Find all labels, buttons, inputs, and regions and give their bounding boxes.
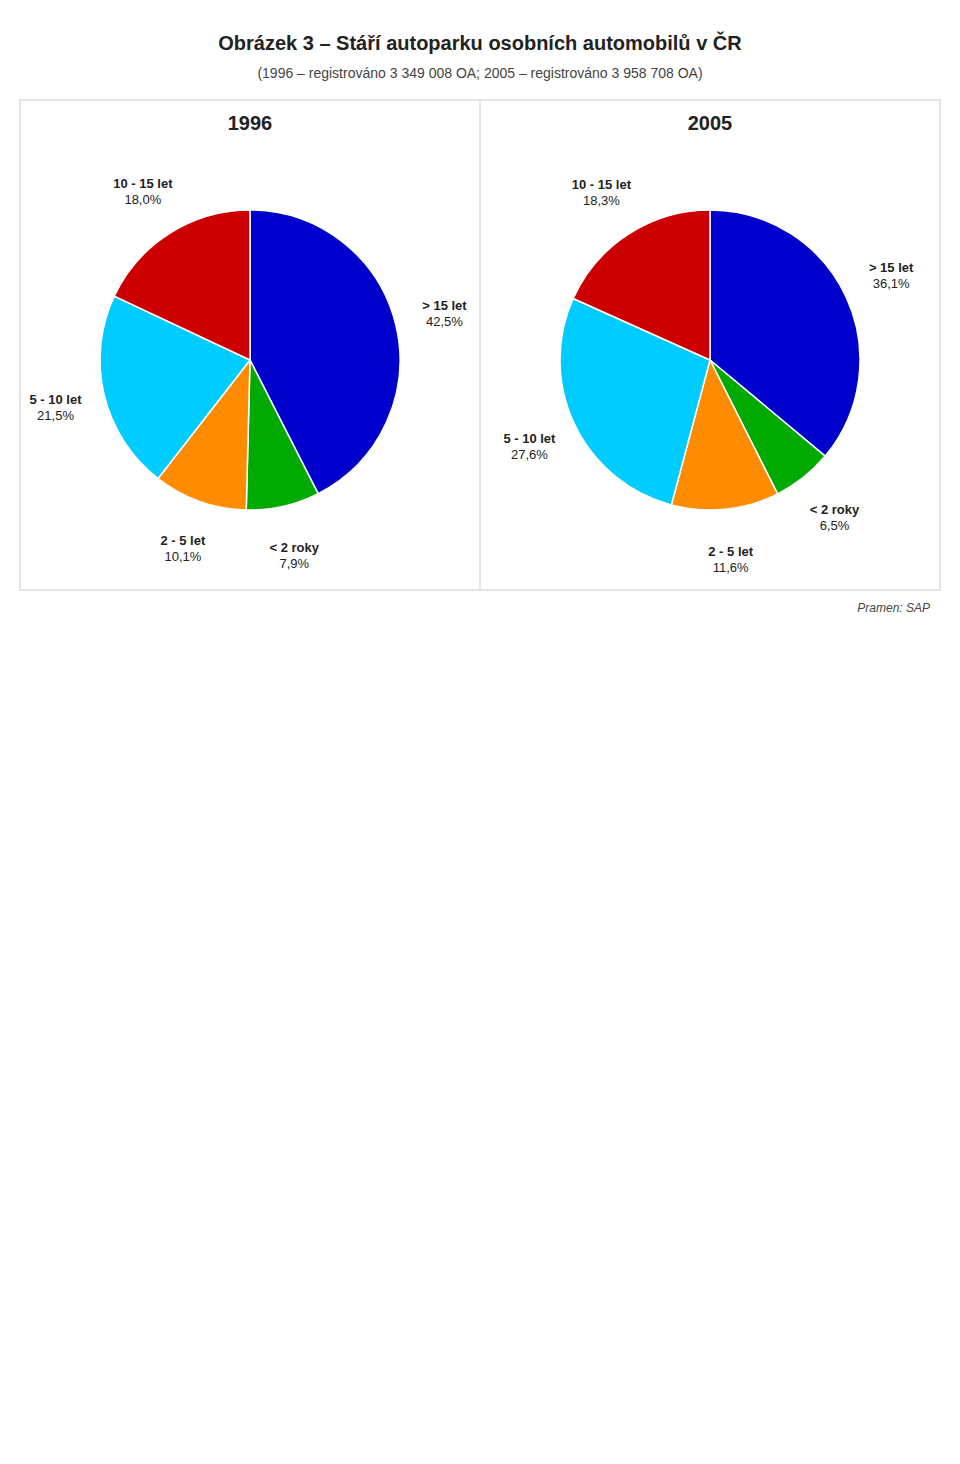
- slices: [100, 210, 400, 510]
- data-label-category: > 15 let: [869, 260, 914, 275]
- title: Obrázek 3 – Stáří autoparku osobních aut…: [218, 31, 742, 54]
- subtitle: (1996 – registrováno 3 349 008 OA; 2005 …: [257, 65, 702, 81]
- data-label-category: 2 - 5 let: [160, 533, 205, 548]
- data-label-value: 27,6%: [511, 447, 548, 462]
- pie-slice: [573, 210, 710, 360]
- data-label-value: 21,5%: [37, 408, 74, 423]
- pie-slice: [114, 210, 250, 360]
- data-label-category: 10 - 15 let: [572, 177, 632, 192]
- panel-frame: [20, 100, 940, 590]
- data-label-category: 5 - 10 let: [30, 392, 83, 407]
- data-label-category: 2 - 5 let: [708, 544, 753, 559]
- data-label-category: < 2 roky: [269, 540, 319, 555]
- data-label-value: 7,9%: [279, 556, 309, 571]
- data-label-category: 10 - 15 let: [113, 176, 173, 191]
- data-label-category: 5 - 10 let: [503, 431, 556, 446]
- pie-chart: 2005 > 15 let36,1% < 2 roky6,5% 2 - 5 let11…: [503, 112, 914, 575]
- pie-slice: [246, 360, 318, 510]
- data-label-value: 42,5%: [426, 314, 463, 329]
- data-label-category: < 2 roky: [810, 502, 860, 517]
- chart-title: 2005: [688, 112, 733, 134]
- data-label-category: > 15 let: [422, 298, 467, 313]
- panel-divider: [480, 100, 481, 590]
- slices: [560, 210, 860, 510]
- data-label-value: 10,1%: [164, 549, 201, 564]
- data-label-value: 18,0%: [124, 192, 161, 207]
- data-labels: > 15 let36,1% < 2 roky6,5% 2 - 5 let11,6% 5…: [503, 177, 914, 575]
- data-label-value: 11,6%: [713, 560, 749, 575]
- data-label-value: 18,3%: [583, 193, 620, 208]
- data-label-value: 36,1%: [873, 276, 910, 291]
- data-label-value: 6,5%: [820, 518, 850, 533]
- annotation: Pramen: SAP: [857, 601, 930, 615]
- data-labels: > 15 let42,5% < 2 roky7,9% 2 - 5 let10,1% 5…: [30, 176, 468, 571]
- chart-title: 1996: [228, 112, 273, 134]
- chart: Obrázek 3 – Stáří autoparku osobních aut…: [0, 0, 960, 1464]
- pie-chart: 1996> 15 let42,5%< 2 roky7,9%2 - 5 let10…: [30, 112, 468, 571]
